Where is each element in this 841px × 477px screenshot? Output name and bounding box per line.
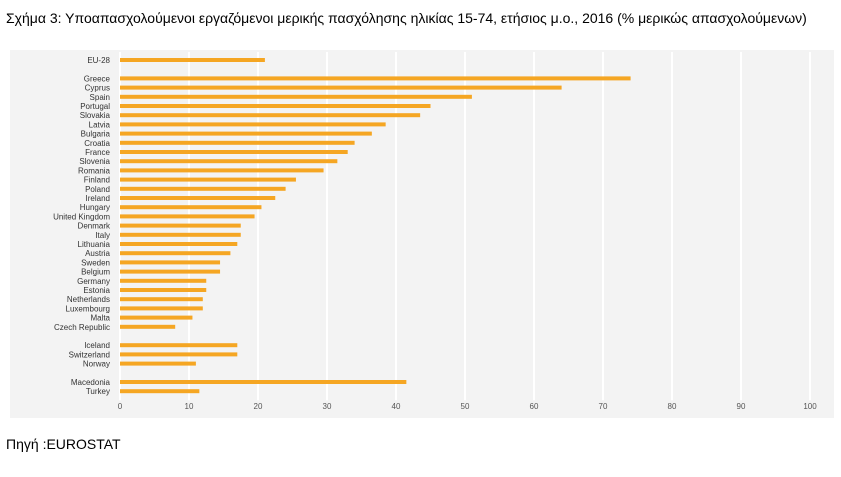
category-label: Austria bbox=[85, 249, 110, 258]
category-label: Italy bbox=[95, 231, 110, 240]
bar-luxembourg bbox=[120, 306, 203, 311]
x-tick-label: 80 bbox=[668, 402, 677, 411]
category-label: Denmark bbox=[78, 222, 111, 231]
bar-chart: 0 10 20 30 40 50 60 70 80 90 100EU-28GreeceCyprusS… bbox=[53, 52, 817, 411]
category-label: Ireland bbox=[86, 194, 110, 203]
bar-sweden bbox=[120, 260, 221, 265]
bar-spain bbox=[120, 94, 472, 99]
x-tick-label: 40 bbox=[392, 402, 401, 411]
bar-austria bbox=[120, 251, 231, 256]
bar-romania bbox=[120, 168, 324, 173]
bar-cyprus bbox=[120, 85, 562, 90]
x-tick-label: 100 bbox=[803, 402, 817, 411]
category-label: United Kingdom bbox=[53, 212, 110, 221]
source-note: Πηγή :EUROSTAT bbox=[6, 436, 121, 452]
bar-poland bbox=[120, 186, 286, 191]
bar-france bbox=[120, 150, 348, 154]
chart-area: 0 10 20 30 40 50 60 70 80 90 100 EU-28 Greece Cyprus S… bbox=[10, 50, 834, 418]
bar-croatia bbox=[120, 140, 355, 145]
category-label: Lithuania bbox=[78, 240, 111, 249]
category-label: Estonia bbox=[83, 286, 110, 295]
bar-germany bbox=[120, 278, 207, 283]
bar-norway bbox=[120, 361, 196, 366]
bar-greece bbox=[120, 76, 631, 81]
category-label: Poland bbox=[85, 185, 110, 194]
category-label: EU-28 bbox=[87, 56, 110, 65]
bar-lithuania bbox=[120, 242, 238, 246]
x-tick-label: 60 bbox=[530, 402, 539, 411]
category-label: Portugal bbox=[80, 102, 110, 111]
bar-finland bbox=[120, 177, 296, 182]
bar-united-kingdom bbox=[120, 214, 255, 219]
category-label: Croatia bbox=[84, 139, 110, 148]
bar-czech-republic bbox=[120, 324, 176, 329]
category-label: Belgium bbox=[81, 268, 110, 277]
category-label: Latvia bbox=[89, 120, 111, 129]
x-tick-label: 20 bbox=[254, 402, 263, 411]
category-label: Switzerland bbox=[69, 350, 110, 359]
bar-latvia bbox=[120, 122, 386, 127]
category-label: Spain bbox=[90, 93, 110, 102]
bar-hungary bbox=[120, 205, 262, 210]
bar-portugal bbox=[120, 104, 431, 108]
category-label: Malta bbox=[90, 314, 110, 323]
category-label: Hungary bbox=[80, 203, 110, 212]
bar-malta bbox=[120, 315, 193, 320]
x-tick-label: 70 bbox=[599, 402, 608, 411]
bar-estonia bbox=[120, 288, 207, 292]
category-label: Turkey bbox=[86, 387, 110, 396]
category-label: Sweden bbox=[81, 258, 110, 267]
x-tick-label: 0 bbox=[118, 402, 123, 411]
bar-bulgaria bbox=[120, 131, 372, 136]
bar-slovakia bbox=[120, 113, 421, 118]
category-label: Luxembourg bbox=[66, 304, 110, 313]
chart-caption: Σχήμα 3: Υποαπασχολούμενοι εργαζόμενοι μ… bbox=[6, 10, 807, 26]
category-label: Norway bbox=[83, 360, 110, 369]
bar-ireland bbox=[120, 196, 276, 200]
category-label: Slovakia bbox=[80, 111, 111, 120]
bar-italy bbox=[120, 232, 241, 237]
category-label: Romania bbox=[78, 166, 111, 175]
x-tick-label: 10 bbox=[185, 402, 194, 411]
category-label: Germany bbox=[77, 277, 110, 286]
bar-eu-28 bbox=[120, 58, 265, 62]
category-label: Iceland bbox=[84, 341, 110, 350]
bar-denmark bbox=[120, 223, 241, 228]
x-tick-label: 90 bbox=[737, 402, 746, 411]
category-label: Czech Republic bbox=[54, 323, 110, 332]
bar-netherlands bbox=[120, 297, 203, 302]
category-label: Finland bbox=[84, 176, 110, 185]
bar-iceland bbox=[120, 343, 238, 348]
category-label: Slovenia bbox=[79, 157, 110, 166]
category-label: France bbox=[85, 148, 110, 157]
bar-switzerland bbox=[120, 352, 238, 357]
bar-macedonia bbox=[120, 380, 407, 384]
x-tick-label: 30 bbox=[323, 402, 332, 411]
bar-turkey bbox=[120, 389, 200, 394]
category-label: Macedonia bbox=[71, 378, 111, 387]
bar-belgium bbox=[120, 269, 221, 274]
x-tick-label: 50 bbox=[461, 402, 470, 411]
category-label: Netherlands bbox=[67, 295, 110, 304]
category-label: Bulgaria bbox=[81, 130, 111, 139]
category-label: Greece bbox=[84, 74, 111, 83]
bar-slovenia bbox=[120, 159, 338, 164]
category-label: Cyprus bbox=[85, 84, 110, 93]
